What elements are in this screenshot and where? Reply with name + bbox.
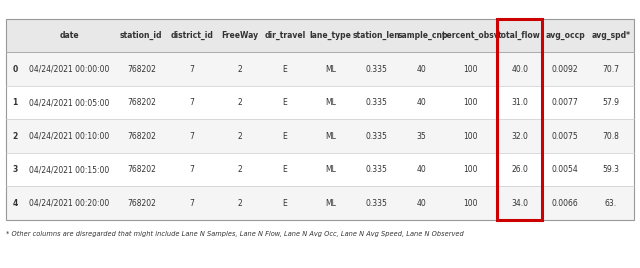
Text: 2: 2 xyxy=(237,132,242,140)
Text: 04/24/2021 00:05:00: 04/24/2021 00:05:00 xyxy=(29,98,109,107)
Text: 0.335: 0.335 xyxy=(365,98,387,107)
Text: 40: 40 xyxy=(417,65,426,73)
Text: ML: ML xyxy=(325,65,336,73)
Text: 2: 2 xyxy=(237,165,242,174)
Text: 31.0: 31.0 xyxy=(511,98,528,107)
Text: 32.0: 32.0 xyxy=(511,132,528,140)
Text: 40: 40 xyxy=(417,199,426,207)
Bar xyxy=(6,19,634,220)
Text: 40: 40 xyxy=(417,98,426,107)
Text: total_flow: total_flow xyxy=(499,31,541,40)
Text: 7: 7 xyxy=(189,65,195,73)
Text: 0.335: 0.335 xyxy=(365,132,387,140)
Text: 70.8: 70.8 xyxy=(602,132,620,140)
Text: sample_cnt: sample_cnt xyxy=(397,31,446,40)
Text: 04/24/2021 00:15:00: 04/24/2021 00:15:00 xyxy=(29,165,109,174)
Text: avg_spd*: avg_spd* xyxy=(591,31,630,40)
Text: 7: 7 xyxy=(189,165,195,174)
Text: 768202: 768202 xyxy=(127,199,156,207)
Bar xyxy=(6,186,634,220)
Text: 0.0075: 0.0075 xyxy=(552,132,579,140)
Text: E: E xyxy=(283,132,287,140)
Text: percent_obsv: percent_obsv xyxy=(442,31,500,40)
Text: avg_occp: avg_occp xyxy=(545,31,585,40)
Text: 70.7: 70.7 xyxy=(602,65,620,73)
Text: station_len: station_len xyxy=(352,31,400,40)
Text: 7: 7 xyxy=(189,98,195,107)
Text: 7: 7 xyxy=(189,132,195,140)
Text: date: date xyxy=(60,31,79,40)
Text: 768202: 768202 xyxy=(127,98,156,107)
Text: 40.0: 40.0 xyxy=(511,65,528,73)
Bar xyxy=(6,52,634,86)
Text: district_id: district_id xyxy=(171,31,214,40)
Text: FreeWay: FreeWay xyxy=(221,31,258,40)
Text: ML: ML xyxy=(325,199,336,207)
Text: 0.335: 0.335 xyxy=(365,199,387,207)
Bar xyxy=(6,86,634,119)
Text: 100: 100 xyxy=(463,132,478,140)
Text: E: E xyxy=(283,65,287,73)
Text: 04/24/2021 00:00:00: 04/24/2021 00:00:00 xyxy=(29,65,109,73)
Text: 0.335: 0.335 xyxy=(365,165,387,174)
Text: * Other columns are disregarded that might include Lane N Samples, Lane N Flow, : * Other columns are disregarded that mig… xyxy=(6,230,464,237)
Text: 35: 35 xyxy=(417,132,426,140)
Text: 0.0054: 0.0054 xyxy=(552,165,579,174)
Text: 26.0: 26.0 xyxy=(511,165,528,174)
Text: 0.335: 0.335 xyxy=(365,65,387,73)
Text: 04/24/2021 00:20:00: 04/24/2021 00:20:00 xyxy=(29,199,109,207)
Text: 2: 2 xyxy=(13,132,18,140)
Text: 7: 7 xyxy=(189,199,195,207)
Text: 2: 2 xyxy=(237,65,242,73)
Text: 63.: 63. xyxy=(605,199,617,207)
Text: 0.0066: 0.0066 xyxy=(552,199,579,207)
Text: 100: 100 xyxy=(463,165,478,174)
Text: 57.9: 57.9 xyxy=(602,98,620,107)
Text: station_id: station_id xyxy=(120,31,163,40)
Text: 34.0: 34.0 xyxy=(511,199,528,207)
Text: 4: 4 xyxy=(13,199,18,207)
Text: 100: 100 xyxy=(463,65,478,73)
Text: 768202: 768202 xyxy=(127,65,156,73)
Bar xyxy=(6,19,634,52)
Text: 04/24/2021 00:10:00: 04/24/2021 00:10:00 xyxy=(29,132,109,140)
Text: dir_travel: dir_travel xyxy=(264,31,305,40)
Text: 0.0077: 0.0077 xyxy=(552,98,579,107)
Text: E: E xyxy=(283,165,287,174)
Text: lane_type: lane_type xyxy=(310,31,351,40)
Bar xyxy=(6,153,634,186)
Text: 3: 3 xyxy=(13,165,18,174)
Text: 59.3: 59.3 xyxy=(602,165,620,174)
Text: ML: ML xyxy=(325,165,336,174)
Text: 100: 100 xyxy=(463,98,478,107)
Text: E: E xyxy=(283,98,287,107)
Text: 2: 2 xyxy=(237,98,242,107)
Text: 768202: 768202 xyxy=(127,165,156,174)
Text: E: E xyxy=(283,199,287,207)
Text: ML: ML xyxy=(325,132,336,140)
Text: 0.0092: 0.0092 xyxy=(552,65,579,73)
Bar xyxy=(497,19,543,220)
Bar xyxy=(6,119,634,153)
Text: 768202: 768202 xyxy=(127,132,156,140)
Text: 2: 2 xyxy=(237,199,242,207)
Text: ML: ML xyxy=(325,98,336,107)
Text: 1: 1 xyxy=(13,98,18,107)
Text: 40: 40 xyxy=(417,165,426,174)
Text: 100: 100 xyxy=(463,199,478,207)
Text: 0: 0 xyxy=(13,65,18,73)
